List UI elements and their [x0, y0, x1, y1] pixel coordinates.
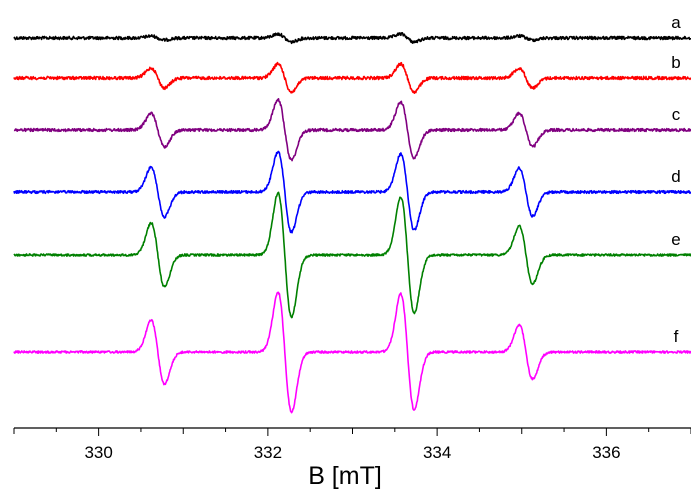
- series-trace-c: [13, 97, 691, 162]
- x-axis-title: B [mT]: [308, 462, 382, 490]
- series-trace-e: [13, 191, 691, 319]
- series-trace-b: [13, 61, 691, 94]
- x-tick-label: 332: [254, 443, 282, 462]
- series-label-a: a: [671, 13, 681, 32]
- series-label-d: d: [671, 167, 680, 186]
- series-labels: a b c d e f: [671, 13, 681, 346]
- series-label-e: e: [671, 230, 680, 249]
- series-trace-a: [13, 31, 691, 45]
- x-axis: 330 332 334 336: [13, 427, 691, 462]
- series-trace-d: [13, 150, 691, 234]
- series-label-c: c: [672, 105, 681, 124]
- series-label-b: b: [671, 53, 680, 72]
- series-trace-f: [13, 291, 691, 414]
- spectra-traces: [13, 31, 691, 414]
- x-tick-label: 336: [592, 443, 620, 462]
- series-label-f: f: [674, 327, 679, 346]
- x-tick-label: 334: [423, 443, 451, 462]
- x-tick-label: 330: [84, 443, 112, 462]
